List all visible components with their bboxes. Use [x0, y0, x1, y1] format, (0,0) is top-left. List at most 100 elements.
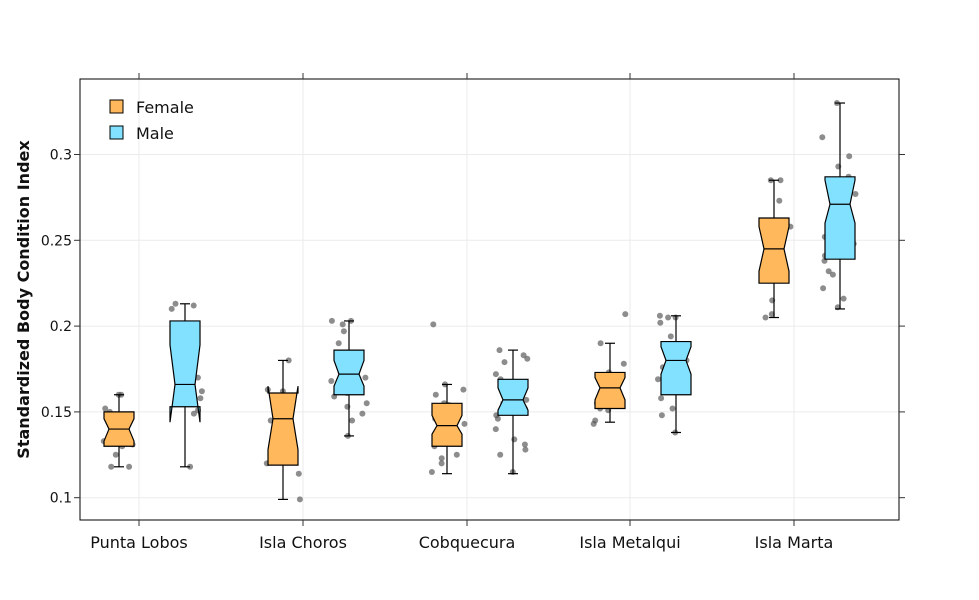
box-body — [660, 340, 692, 396]
box-female-2 — [431, 383, 463, 475]
data-point — [667, 333, 674, 340]
box-male-2 — [497, 349, 529, 475]
data-point — [622, 311, 629, 318]
data-point — [187, 463, 194, 470]
y-tick-label: 0.2 — [50, 319, 72, 335]
data-point — [590, 420, 597, 427]
data-point — [819, 134, 826, 141]
legend-swatch-female — [109, 99, 124, 114]
box-body — [758, 217, 790, 284]
boxes — [103, 102, 856, 501]
data-point — [522, 446, 529, 453]
x-tick-labels: Punta Lobos Isla Choros Cobquecura Isla Met… — [90, 533, 833, 552]
data-point — [198, 388, 205, 395]
axis-ticks — [74, 73, 905, 526]
data-point — [597, 340, 604, 347]
data-point — [363, 400, 370, 407]
y-tick-label: 0.1 — [50, 491, 72, 507]
box-female-1 — [267, 359, 299, 501]
data-point — [658, 395, 665, 402]
jitter-points — [100, 100, 859, 503]
box-male-0 — [169, 303, 201, 468]
y-tick-labels: 0.1 0.15 0.2 0.25 0.3 — [41, 148, 72, 507]
data-point — [657, 319, 664, 326]
x-tick-label: Isla Marta — [755, 533, 834, 552]
data-point — [453, 451, 460, 458]
data-point — [296, 496, 303, 503]
legend-label-male: Male — [136, 124, 174, 143]
data-point — [126, 463, 133, 470]
data-point — [665, 314, 672, 321]
data-point — [295, 470, 302, 477]
data-point — [524, 355, 531, 362]
box-body — [333, 349, 365, 396]
data-point — [190, 410, 197, 417]
data-point — [655, 376, 661, 383]
data-point — [438, 455, 445, 462]
y-tick-label: 0.3 — [50, 148, 72, 164]
data-point — [438, 460, 445, 467]
box-female-4 — [758, 179, 790, 319]
data-point — [359, 410, 366, 417]
data-point — [340, 328, 347, 335]
data-point — [335, 340, 342, 347]
legend: Female Male — [109, 98, 194, 143]
box-female-0 — [103, 394, 135, 468]
data-point — [620, 360, 627, 367]
data-point — [669, 405, 676, 412]
data-point — [197, 395, 204, 402]
data-point — [339, 321, 346, 328]
box-male-1 — [333, 320, 365, 437]
x-tick-label: Punta Lobos — [90, 533, 188, 552]
data-point — [492, 371, 499, 378]
legend-label-female: Female — [136, 98, 194, 117]
box-male-3 — [660, 315, 692, 434]
data-point — [496, 347, 503, 354]
data-point — [501, 359, 508, 366]
data-point — [497, 451, 504, 458]
data-point — [112, 451, 119, 458]
data-point — [840, 295, 847, 302]
data-point — [460, 386, 467, 393]
data-point — [102, 405, 109, 412]
data-point — [658, 412, 665, 419]
data-point — [349, 417, 356, 424]
box-body — [594, 371, 626, 410]
data-point — [432, 391, 439, 398]
box-female-3 — [594, 342, 626, 423]
data-point — [521, 441, 528, 448]
box-body — [267, 386, 299, 466]
plot-frame — [79, 78, 900, 521]
data-point — [190, 302, 197, 309]
data-point — [285, 357, 292, 364]
data-point — [430, 321, 437, 328]
data-point — [328, 317, 335, 324]
y-axis-title: Standardized Body Condition Index — [14, 140, 33, 459]
data-point — [328, 378, 335, 384]
x-tick-label: Isla Metalqui — [579, 533, 680, 552]
data-point — [523, 396, 530, 403]
data-point — [108, 463, 115, 470]
y-tick-label: 0.15 — [41, 405, 72, 421]
x-tick-label: Isla Choros — [259, 533, 347, 552]
box-body — [824, 176, 856, 260]
data-point — [656, 312, 663, 319]
box-body — [169, 320, 201, 423]
box-body — [497, 378, 529, 416]
data-point — [461, 420, 468, 427]
data-point — [168, 305, 175, 312]
data-point — [829, 271, 836, 278]
grid-lines — [80, 79, 899, 520]
data-point — [820, 285, 827, 292]
data-point — [362, 374, 369, 381]
data-point — [776, 197, 783, 204]
data-point — [172, 300, 179, 307]
data-point — [825, 268, 832, 275]
x-tick-label: Cobquecura — [419, 533, 516, 552]
data-point — [762, 314, 769, 321]
data-point — [492, 426, 499, 433]
box-body — [431, 402, 463, 447]
data-point — [777, 177, 784, 184]
